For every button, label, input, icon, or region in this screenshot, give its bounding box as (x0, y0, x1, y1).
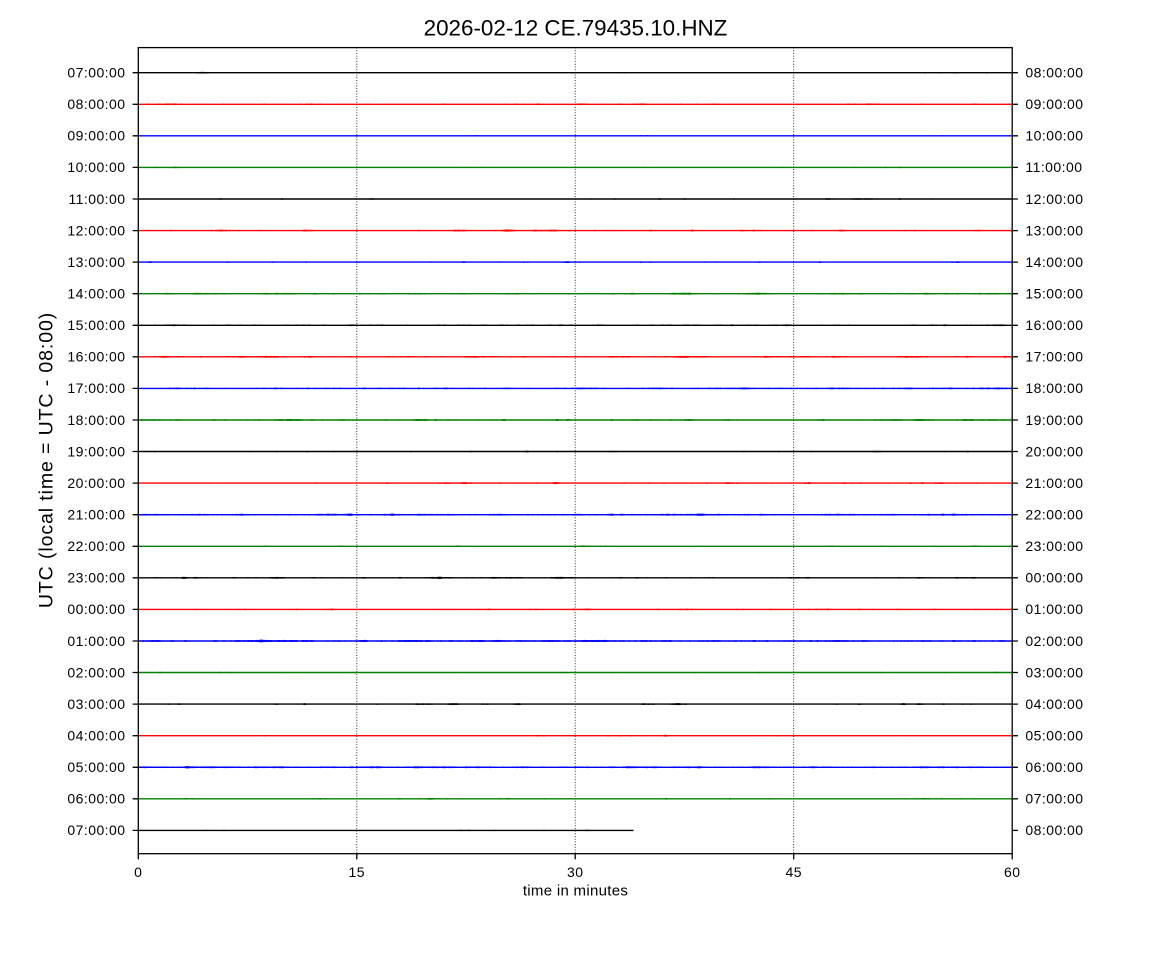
svg-text:05:00:00: 05:00:00 (1025, 728, 1083, 744)
svg-text:45: 45 (785, 864, 801, 880)
svg-text:05:00:00: 05:00:00 (67, 759, 125, 775)
svg-text:23:00:00: 23:00:00 (67, 570, 125, 586)
svg-text:10:00:00: 10:00:00 (67, 159, 125, 175)
svg-text:03:00:00: 03:00:00 (1025, 664, 1083, 680)
svg-text:07:00:00: 07:00:00 (67, 822, 125, 838)
svg-text:2026-02-12 CE.79435.10.HNZ: 2026-02-12 CE.79435.10.HNZ (424, 16, 728, 41)
svg-text:06:00:00: 06:00:00 (67, 791, 125, 807)
svg-text:10:00:00: 10:00:00 (1025, 128, 1083, 144)
svg-text:11:00:00: 11:00:00 (68, 191, 125, 207)
svg-text:22:00:00: 22:00:00 (1025, 507, 1083, 523)
svg-text:13:00:00: 13:00:00 (67, 254, 125, 270)
svg-text:07:00:00: 07:00:00 (67, 65, 125, 81)
svg-text:19:00:00: 19:00:00 (67, 443, 125, 459)
svg-text:15: 15 (349, 864, 365, 880)
svg-text:04:00:00: 04:00:00 (67, 728, 125, 744)
svg-text:21:00:00: 21:00:00 (67, 507, 125, 523)
svg-text:0: 0 (134, 864, 142, 880)
svg-text:11:00:00: 11:00:00 (1025, 159, 1082, 175)
svg-text:01:00:00: 01:00:00 (67, 633, 125, 649)
svg-text:09:00:00: 09:00:00 (1025, 96, 1083, 112)
svg-text:21:00:00: 21:00:00 (1025, 475, 1083, 491)
svg-text:18:00:00: 18:00:00 (1025, 380, 1083, 396)
svg-text:17:00:00: 17:00:00 (1025, 349, 1083, 365)
svg-text:22:00:00: 22:00:00 (67, 538, 125, 554)
svg-text:00:00:00: 00:00:00 (67, 601, 125, 617)
svg-text:06:00:00: 06:00:00 (1025, 759, 1083, 775)
svg-text:16:00:00: 16:00:00 (1025, 317, 1083, 333)
svg-text:15:00:00: 15:00:00 (67, 317, 125, 333)
svg-text:13:00:00: 13:00:00 (1025, 222, 1083, 238)
svg-text:04:00:00: 04:00:00 (1025, 696, 1083, 712)
svg-text:08:00:00: 08:00:00 (1025, 822, 1083, 838)
svg-text:time in minutes: time in minutes (523, 883, 628, 900)
svg-text:12:00:00: 12:00:00 (1025, 191, 1083, 207)
svg-text:12:00:00: 12:00:00 (67, 222, 125, 238)
svg-text:02:00:00: 02:00:00 (1025, 633, 1083, 649)
svg-text:23:00:00: 23:00:00 (1025, 538, 1083, 554)
svg-text:UTC (local time = UTC - 08:00): UTC (local time = UTC - 08:00) (36, 312, 58, 608)
svg-text:16:00:00: 16:00:00 (67, 349, 125, 365)
svg-text:01:00:00: 01:00:00 (1025, 601, 1083, 617)
svg-text:20:00:00: 20:00:00 (1025, 443, 1083, 459)
svg-text:00:00:00: 00:00:00 (1025, 570, 1083, 586)
svg-text:02:00:00: 02:00:00 (67, 664, 125, 680)
svg-text:09:00:00: 09:00:00 (67, 128, 125, 144)
svg-text:03:00:00: 03:00:00 (67, 696, 125, 712)
svg-text:08:00:00: 08:00:00 (1025, 65, 1083, 81)
svg-text:15:00:00: 15:00:00 (1025, 286, 1083, 302)
svg-text:30: 30 (567, 864, 583, 880)
svg-text:07:00:00: 07:00:00 (1025, 791, 1083, 807)
svg-text:17:00:00: 17:00:00 (67, 380, 125, 396)
svg-text:20:00:00: 20:00:00 (67, 475, 125, 491)
svg-text:08:00:00: 08:00:00 (67, 96, 125, 112)
svg-text:14:00:00: 14:00:00 (1025, 254, 1083, 270)
svg-text:18:00:00: 18:00:00 (67, 412, 125, 428)
svg-text:60: 60 (1004, 864, 1020, 880)
svg-text:19:00:00: 19:00:00 (1025, 412, 1083, 428)
svg-text:14:00:00: 14:00:00 (67, 286, 125, 302)
